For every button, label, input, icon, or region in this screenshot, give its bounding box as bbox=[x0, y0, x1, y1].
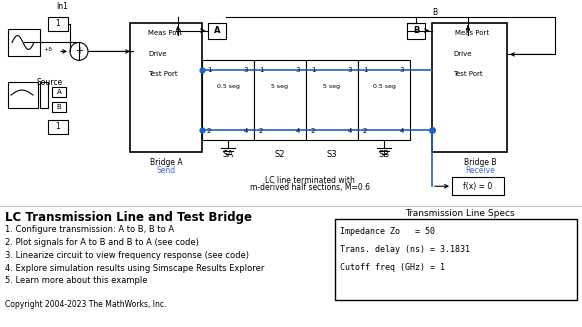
Bar bbox=[52, 102, 66, 112]
Text: 1: 1 bbox=[259, 67, 264, 73]
Text: m-derived half sections, M=0.6: m-derived half sections, M=0.6 bbox=[250, 183, 370, 192]
Text: Impedance Zo   = 50: Impedance Zo = 50 bbox=[340, 227, 435, 236]
Bar bbox=[40, 82, 48, 108]
Bar bbox=[0, 3, 582, 201]
Text: 4. Explore simulation results using Simscape Results Explorer: 4. Explore simulation results using Sims… bbox=[5, 264, 264, 273]
Text: S3: S3 bbox=[327, 149, 338, 159]
Bar bbox=[254, 60, 306, 140]
Bar bbox=[48, 17, 68, 31]
Text: 2: 2 bbox=[259, 128, 264, 134]
Text: 3: 3 bbox=[399, 67, 404, 73]
Bar bbox=[306, 60, 358, 140]
Text: Copyright 2004-2023 The MathWorks, Inc.: Copyright 2004-2023 The MathWorks, Inc. bbox=[5, 300, 166, 309]
Text: B: B bbox=[56, 104, 61, 110]
Text: Transmission Line Specs: Transmission Line Specs bbox=[405, 209, 515, 218]
Text: Receive: Receive bbox=[465, 166, 495, 175]
Text: 5. Learn more about this example: 5. Learn more about this example bbox=[5, 276, 147, 285]
Text: 1: 1 bbox=[363, 67, 367, 73]
Bar bbox=[52, 87, 66, 97]
Text: 1: 1 bbox=[56, 122, 61, 131]
Text: 2: 2 bbox=[311, 128, 315, 134]
Text: f(x) = 0: f(x) = 0 bbox=[463, 182, 492, 191]
Text: B: B bbox=[413, 26, 419, 35]
Text: Drive: Drive bbox=[453, 51, 471, 57]
Text: +δ: +δ bbox=[44, 47, 52, 52]
Bar bbox=[48, 120, 68, 134]
Bar bbox=[407, 23, 425, 39]
Bar bbox=[8, 29, 40, 56]
Text: 5 seg: 5 seg bbox=[271, 84, 289, 89]
Text: Test Port: Test Port bbox=[148, 71, 178, 77]
Text: A: A bbox=[56, 89, 61, 95]
Text: 3: 3 bbox=[347, 67, 352, 73]
Text: Drive: Drive bbox=[148, 51, 166, 57]
Text: LC line terminated with: LC line terminated with bbox=[265, 176, 355, 185]
Bar bbox=[8, 82, 38, 108]
Text: 1: 1 bbox=[56, 19, 61, 28]
Text: SB: SB bbox=[378, 149, 389, 159]
Text: Source: Source bbox=[37, 78, 63, 87]
Text: 2: 2 bbox=[207, 128, 211, 134]
Text: Send: Send bbox=[157, 166, 176, 175]
Text: Bridge B: Bridge B bbox=[464, 159, 496, 167]
Text: 4: 4 bbox=[400, 128, 404, 134]
Text: 2: 2 bbox=[363, 128, 367, 134]
Text: 4: 4 bbox=[296, 128, 300, 134]
Text: Bridge A: Bridge A bbox=[150, 159, 182, 167]
Text: Test Port: Test Port bbox=[453, 71, 482, 77]
Text: 4: 4 bbox=[244, 128, 248, 134]
Bar bbox=[432, 23, 507, 151]
Text: Meas Port: Meas Port bbox=[455, 29, 489, 36]
Text: LC Transmission Line and Test Bridge: LC Transmission Line and Test Bridge bbox=[5, 211, 252, 224]
Bar bbox=[452, 177, 504, 195]
Text: 5 seg: 5 seg bbox=[324, 84, 340, 89]
Text: 1: 1 bbox=[311, 67, 315, 73]
Text: SA: SA bbox=[222, 149, 233, 159]
Bar bbox=[202, 60, 254, 140]
Text: 1. Configure transmission: A to B, B to A: 1. Configure transmission: A to B, B to … bbox=[5, 225, 174, 234]
Bar bbox=[130, 23, 202, 151]
Text: 1: 1 bbox=[207, 67, 211, 73]
Text: 0.5 seg: 0.5 seg bbox=[372, 84, 395, 89]
Text: Meas Port: Meas Port bbox=[148, 29, 182, 36]
Text: Trans. delay (ns) = 3.1831: Trans. delay (ns) = 3.1831 bbox=[340, 245, 470, 254]
Text: 3: 3 bbox=[243, 67, 248, 73]
Text: Cutoff freq (GHz) = 1: Cutoff freq (GHz) = 1 bbox=[340, 263, 445, 271]
Text: In1: In1 bbox=[56, 2, 68, 11]
Text: 3: 3 bbox=[296, 67, 300, 73]
Bar bbox=[335, 219, 577, 300]
Bar bbox=[0, 3, 582, 201]
Text: 0.5 seg: 0.5 seg bbox=[217, 84, 239, 89]
Text: B: B bbox=[432, 8, 437, 17]
Bar bbox=[208, 23, 226, 39]
Text: S2: S2 bbox=[275, 149, 285, 159]
Text: 3. Linearize circuit to view frequency response (see code): 3. Linearize circuit to view frequency r… bbox=[5, 251, 249, 260]
Text: A: A bbox=[214, 26, 220, 35]
Text: +: + bbox=[75, 46, 83, 57]
Bar bbox=[358, 60, 410, 140]
Text: 4: 4 bbox=[347, 128, 352, 134]
Text: 2. Plot signals for A to B and B to A (see code): 2. Plot signals for A to B and B to A (s… bbox=[5, 238, 199, 247]
